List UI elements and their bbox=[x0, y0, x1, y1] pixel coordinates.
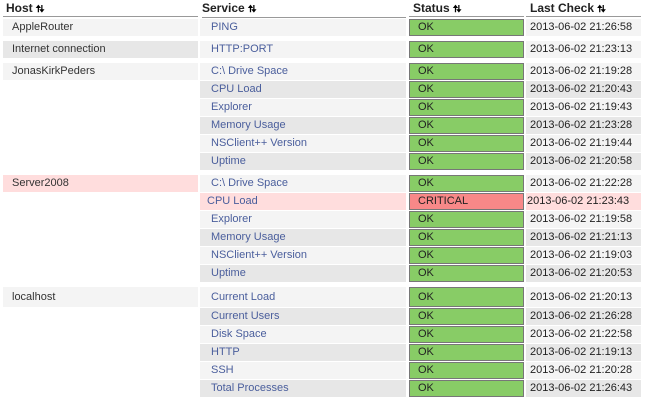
service-link[interactable]: Memory Usage bbox=[200, 229, 406, 246]
host-link[interactable]: Server2008 bbox=[3, 175, 198, 192]
status-badge: OK bbox=[409, 81, 524, 98]
table-row: Disk Space OK 2013-06-02 21:22:58 bbox=[0, 326, 645, 344]
service-status-table: AppleRouter PING OK 2013-06-02 21:26:58 Inte… bbox=[0, 19, 645, 402]
status-badge: OK bbox=[409, 265, 524, 282]
host-group: AppleRouter PING OK 2013-06-02 21:26:58 bbox=[0, 19, 645, 37]
service-link[interactable]: CPU Load bbox=[200, 193, 406, 210]
status-badge: OK bbox=[409, 211, 524, 228]
last-check: 2013-06-02 21:21:13 bbox=[526, 229, 641, 246]
status-badge: OK bbox=[409, 308, 524, 325]
status-badge: OK bbox=[409, 287, 524, 307]
last-check: 2013-06-02 21:19:03 bbox=[526, 247, 641, 264]
table-row: CPU Load OK 2013-06-02 21:20:43 bbox=[0, 81, 645, 99]
header-service: Service 🠅🠇 bbox=[202, 0, 406, 18]
status-badge: CRITICAL bbox=[409, 193, 524, 210]
status-badge: OK bbox=[409, 229, 524, 246]
last-check: 2013-06-02 21:20:43 bbox=[526, 81, 641, 98]
service-link[interactable]: Explorer bbox=[200, 211, 406, 228]
header-host: Host 🠅🠇 bbox=[3, 0, 198, 17]
status-badge: OK bbox=[409, 247, 524, 264]
last-check: 2013-06-02 21:23:43 bbox=[526, 193, 641, 210]
service-link[interactable]: SSH bbox=[200, 362, 406, 379]
table-row: Memory Usage OK 2013-06-02 21:23:28 bbox=[0, 117, 645, 135]
last-check: 2013-06-02 21:23:28 bbox=[526, 117, 641, 134]
service-link[interactable]: Disk Space bbox=[200, 326, 406, 343]
status-badge: OK bbox=[409, 362, 524, 379]
sort-arrows-icon[interactable]: 🠅🠇 bbox=[452, 4, 462, 15]
table-row: JonasKirkPeders C:\ Drive Space OK 2013-06-… bbox=[0, 63, 645, 81]
service-link[interactable]: Explorer bbox=[200, 99, 406, 116]
host-link[interactable]: Internet connection bbox=[3, 41, 198, 58]
last-check: 2013-06-02 21:20:53 bbox=[526, 265, 641, 282]
table-row: Internet connection HTTP:PORT OK 2013-06-02… bbox=[0, 41, 645, 59]
table-row: Explorer OK 2013-06-02 21:19:43 bbox=[0, 99, 645, 117]
table-row: NSClient++ Version OK 2013-06-02 21:19:44 bbox=[0, 135, 645, 153]
table-row: HTTP OK 2013-06-02 21:19:13 bbox=[0, 344, 645, 362]
last-check: 2013-06-02 21:19:44 bbox=[526, 135, 641, 152]
last-check: 2013-06-02 21:23:13 bbox=[526, 41, 641, 58]
last-check: 2013-06-02 21:22:58 bbox=[526, 326, 641, 343]
status-badge: OK bbox=[409, 99, 524, 116]
service-link[interactable]: NSClient++ Version bbox=[200, 135, 406, 152]
table-row: Memory Usage OK 2013-06-02 21:21:13 bbox=[0, 229, 645, 247]
service-link[interactable]: C:\ Drive Space bbox=[200, 63, 406, 80]
host-link[interactable]: JonasKirkPeders bbox=[3, 63, 198, 80]
table-row: Uptime OK 2013-06-02 21:20:58 bbox=[0, 153, 645, 171]
service-link[interactable]: HTTP bbox=[200, 344, 406, 361]
host-group: Server2008 C:\ Drive Space OK 2013-06-02 21… bbox=[0, 175, 645, 283]
service-link[interactable]: C:\ Drive Space bbox=[200, 175, 406, 192]
host-group: JonasKirkPeders C:\ Drive Space OK 2013-06-… bbox=[0, 63, 645, 171]
table-row: Explorer OK 2013-06-02 21:19:58 bbox=[0, 211, 645, 229]
status-badge: OK bbox=[409, 135, 524, 152]
host-group: localhost Current Load OK 2013-06-02 21:20:… bbox=[0, 287, 645, 398]
status-badge: OK bbox=[409, 153, 524, 170]
table-row: CPU Load CRITICAL 2013-06-02 21:23:43 bbox=[0, 193, 645, 211]
host-link[interactable]: localhost bbox=[3, 287, 198, 307]
header-last-check: Last Check 🠅🠇 bbox=[526, 0, 641, 17]
status-badge: OK bbox=[409, 380, 524, 397]
header-status: Status 🠅🠇 bbox=[409, 0, 524, 17]
table-row: AppleRouter PING OK 2013-06-02 21:26:58 bbox=[0, 19, 645, 37]
sort-arrows-icon[interactable]: 🠅🠇 bbox=[597, 4, 606, 15]
table-row: SSH OK 2013-06-02 21:20:28 bbox=[0, 362, 645, 380]
service-link[interactable]: PING bbox=[200, 19, 406, 36]
service-link[interactable]: HTTP:PORT bbox=[200, 41, 406, 58]
service-link[interactable]: Memory Usage bbox=[200, 117, 406, 134]
last-check: 2013-06-02 21:20:58 bbox=[526, 153, 641, 170]
last-check: 2013-06-02 21:26:43 bbox=[526, 380, 641, 397]
last-check: 2013-06-02 21:19:58 bbox=[526, 211, 641, 228]
last-check: 2013-06-02 21:26:58 bbox=[526, 19, 641, 36]
service-link[interactable]: Total Processes bbox=[200, 380, 406, 397]
sort-arrows-icon[interactable]: 🠅🠇 bbox=[35, 4, 45, 15]
status-badge: OK bbox=[409, 63, 524, 80]
sort-arrows-icon[interactable]: 🠅🠇 bbox=[247, 4, 257, 15]
last-check: 2013-06-02 21:19:43 bbox=[526, 99, 641, 116]
status-badge: OK bbox=[409, 344, 524, 361]
status-badge: OK bbox=[409, 41, 524, 58]
status-badge: OK bbox=[409, 19, 524, 36]
status-badge: OK bbox=[409, 117, 524, 134]
table-row: Uptime OK 2013-06-02 21:20:53 bbox=[0, 265, 645, 283]
service-link[interactable]: NSClient++ Version bbox=[200, 247, 406, 264]
table-row: Total Processes OK 2013-06-02 21:26:43 bbox=[0, 380, 645, 398]
host-group: Internet connection HTTP:PORT OK 2013-06-02… bbox=[0, 41, 645, 59]
service-link[interactable]: Current Load bbox=[200, 287, 406, 307]
service-link[interactable]: CPU Load bbox=[200, 81, 406, 98]
table-row: NSClient++ Version OK 2013-06-02 21:19:03 bbox=[0, 247, 645, 265]
table-row: localhost Current Load OK 2013-06-02 21:20:… bbox=[0, 287, 645, 308]
last-check: 2013-06-02 21:26:28 bbox=[526, 308, 641, 325]
last-check: 2013-06-02 21:19:13 bbox=[526, 344, 641, 361]
status-badge: OK bbox=[409, 326, 524, 343]
last-check: 2013-06-02 21:22:28 bbox=[526, 175, 641, 192]
service-link[interactable]: Uptime bbox=[200, 265, 406, 282]
service-link[interactable]: Current Users bbox=[200, 308, 406, 325]
last-check: 2013-06-02 21:20:28 bbox=[526, 362, 641, 379]
host-link[interactable]: AppleRouter bbox=[3, 19, 198, 36]
last-check: 2013-06-02 21:20:13 bbox=[526, 287, 641, 307]
table-row: Current Users OK 2013-06-02 21:26:28 bbox=[0, 308, 645, 326]
last-check: 2013-06-02 21:19:28 bbox=[526, 63, 641, 80]
status-badge: OK bbox=[409, 175, 524, 192]
table-row: Server2008 C:\ Drive Space OK 2013-06-02 21… bbox=[0, 175, 645, 193]
service-link[interactable]: Uptime bbox=[200, 153, 406, 170]
